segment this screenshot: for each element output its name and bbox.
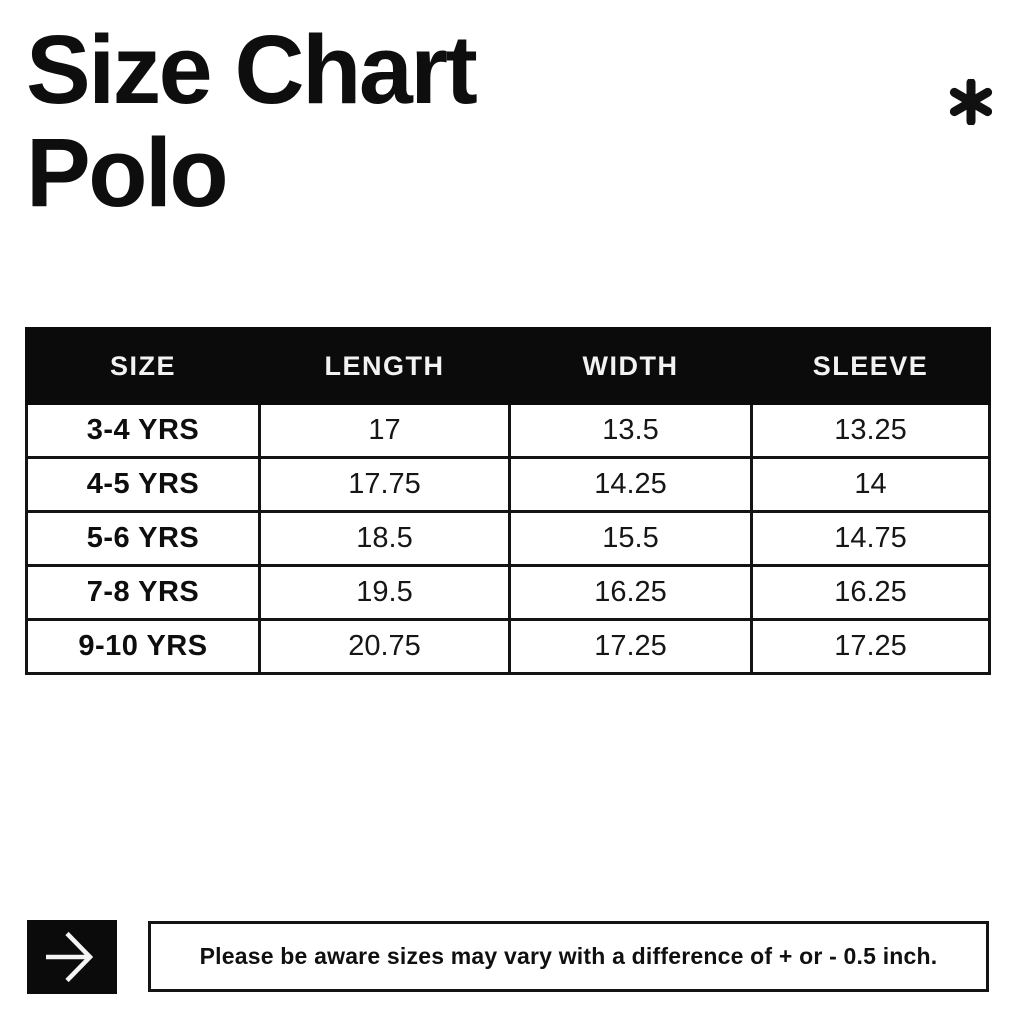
sleeve-cell: 17.25 <box>750 618 991 675</box>
length-cell: 20.75 <box>258 618 511 675</box>
size-cell: 3-4 YRS <box>25 402 261 459</box>
width-cell: 17.25 <box>508 618 753 675</box>
width-cell: 13.5 <box>508 402 753 459</box>
arrow-right-icon <box>27 920 117 994</box>
table-row: 4-5 YRS 17.75 14.25 14 <box>25 456 991 513</box>
sleeve-cell: 16.25 <box>750 564 991 621</box>
width-cell: 15.5 <box>508 510 753 567</box>
page-title-line2: Polo <box>26 118 229 227</box>
notice-text: Please be aware sizes may vary with a di… <box>199 943 938 969</box>
column-header-sleeve: SLEEVE <box>750 327 991 405</box>
table-row: 3-4 YRS 17 13.5 13.25 <box>25 402 991 459</box>
size-cell: 4-5 YRS <box>25 456 261 513</box>
table-row: 7-8 YRS 19.5 16.25 16.25 <box>25 564 991 621</box>
asterisk-icon <box>948 78 994 126</box>
size-cell: 9-10 YRS <box>25 618 261 675</box>
size-chart-table: SIZE LENGTH WIDTH SLEEVE 3-4 YRS 17 13.5… <box>25 327 991 675</box>
next-arrow-button[interactable] <box>27 920 117 994</box>
size-cell: 5-6 YRS <box>25 510 261 567</box>
page-title: Size Chart Polo <box>26 15 478 227</box>
length-cell: 17.75 <box>258 456 511 513</box>
sleeve-cell: 13.25 <box>750 402 991 459</box>
length-cell: 17 <box>258 402 511 459</box>
column-header-length: LENGTH <box>258 327 511 405</box>
sleeve-cell: 14.75 <box>750 510 991 567</box>
table-row: 5-6 YRS 18.5 15.5 14.75 <box>25 510 991 567</box>
column-header-width: WIDTH <box>508 327 753 405</box>
width-cell: 16.25 <box>508 564 753 621</box>
width-cell: 14.25 <box>508 456 753 513</box>
page-title-line1: Size Chart <box>26 15 478 124</box>
size-cell: 7-8 YRS <box>25 564 261 621</box>
length-cell: 19.5 <box>258 564 511 621</box>
table-row: 9-10 YRS 20.75 17.25 17.25 <box>25 618 991 675</box>
column-header-size: SIZE <box>25 327 261 405</box>
sleeve-cell: 14 <box>750 456 991 513</box>
length-cell: 18.5 <box>258 510 511 567</box>
table-header-row: SIZE LENGTH WIDTH SLEEVE <box>25 327 991 405</box>
size-tolerance-notice: Please be aware sizes may vary with a di… <box>148 921 989 992</box>
